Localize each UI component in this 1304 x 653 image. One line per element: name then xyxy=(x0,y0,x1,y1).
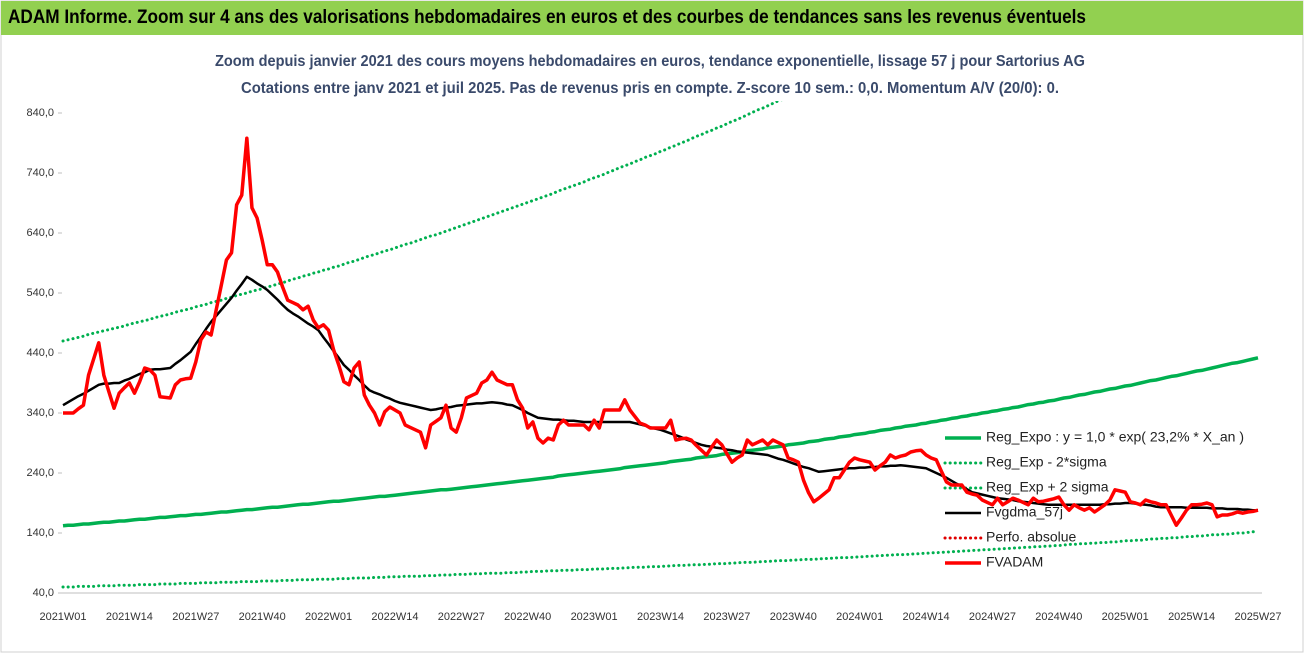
y-tick-label: 240,0 xyxy=(26,467,54,479)
x-tick-label: 2021W40 xyxy=(239,611,286,623)
y-tick-label: 140,0 xyxy=(26,527,54,539)
legend-label: Fvgdma_57j xyxy=(986,504,1063,520)
plot-area xyxy=(61,77,1260,589)
x-tick-label: 2025W01 xyxy=(1102,611,1149,623)
legend-label: FVADAM xyxy=(986,554,1043,570)
legend-label: Reg_Exp - 2*sigma xyxy=(986,454,1107,470)
series-line xyxy=(61,530,1260,589)
y-tick-label: 340,0 xyxy=(26,407,54,419)
x-tick-label: 2024W27 xyxy=(969,611,1016,623)
subtitle: Zoom depuis janvier 2021 des cours moyen… xyxy=(215,53,1085,70)
series-line xyxy=(62,356,1259,528)
y-tick-label: 840,0 xyxy=(26,107,54,119)
header-band xyxy=(1,1,1303,35)
x-tick-label: 2022W40 xyxy=(504,611,551,623)
y-tick-label: 40,0 xyxy=(33,587,54,599)
series-line xyxy=(62,275,1258,512)
chart-title: ADAM Informe. Zoom sur 4 ans des valoris… xyxy=(8,7,1086,28)
x-tick-label: 2021W14 xyxy=(106,611,153,623)
x-tick-label: 2024W14 xyxy=(903,611,950,623)
legend-label: Reg_Exp + 2 sigma xyxy=(986,479,1109,495)
x-tick-label: 2023W40 xyxy=(770,611,817,623)
x-tick-label: 2022W01 xyxy=(305,611,352,623)
y-tick-label: 540,0 xyxy=(26,287,54,299)
x-tick-label: 2023W27 xyxy=(703,611,750,623)
x-tick-label: 2025W14 xyxy=(1168,611,1215,623)
legend: Reg_Expo : y = 1,0 * exp( 23,2% * X_an )… xyxy=(943,429,1244,570)
y-tick-label: 740,0 xyxy=(26,167,54,179)
x-tick-label: 2024W40 xyxy=(1035,611,1082,623)
x-tick-label: 2023W14 xyxy=(637,611,684,623)
x-tick-label: 2021W01 xyxy=(39,611,86,623)
legend-label: Perfo. absolue xyxy=(986,529,1076,545)
x-tick-label: 2024W01 xyxy=(836,611,883,623)
y-tick-label: 440,0 xyxy=(26,347,54,359)
y-tick-label: 640,0 xyxy=(26,227,54,239)
axes: 40,0 140,0 240,0 340,0 440,0 540,0 640,0 740,0 8… xyxy=(26,107,1281,623)
legend-label: Reg_Expo : y = 1,0 * exp( 23,2% * X_an ) xyxy=(986,429,1244,445)
series-line xyxy=(63,136,1259,527)
x-tick-label: 2022W27 xyxy=(438,611,485,623)
x-tick-label: 2021W27 xyxy=(172,611,219,623)
x-tick-label: 2023W01 xyxy=(571,611,618,623)
x-tick-label: 2022W14 xyxy=(371,611,418,623)
subtitle: Cotations entre janv 2021 et juil 2025. … xyxy=(241,80,1059,97)
series-line xyxy=(61,77,834,343)
x-tick-label: 2025W27 xyxy=(1234,611,1281,623)
subtitle-box xyxy=(210,45,1090,101)
